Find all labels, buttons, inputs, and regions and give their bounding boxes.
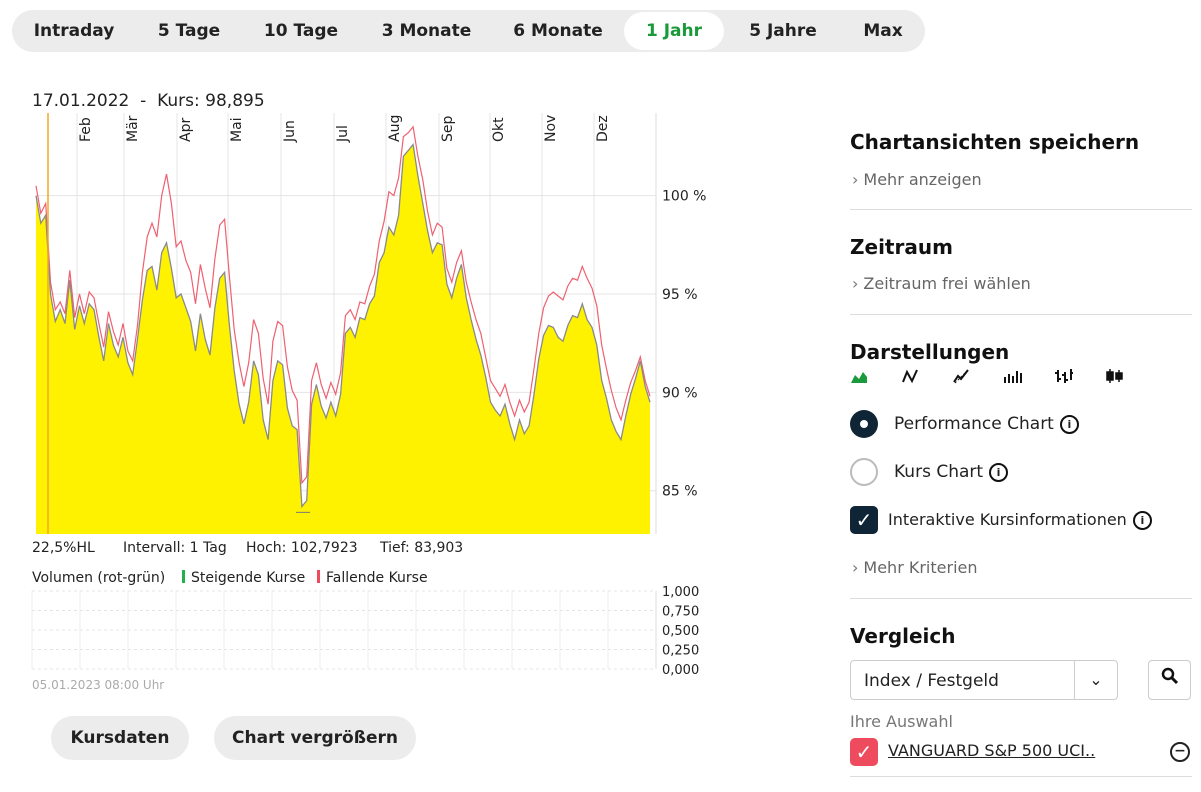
candlestick-icon[interactable] <box>1105 368 1156 388</box>
chevron-right-icon: › <box>852 170 859 189</box>
divider <box>850 776 1192 777</box>
chevron-right-icon: › <box>852 274 859 293</box>
selection-link[interactable]: VANGUARD S&P 500 UCI.. <box>888 741 1096 760</box>
compare-line <box>35 125 651 485</box>
y-tick-label: 85 % <box>662 484 698 500</box>
period-title: Zeitraum <box>850 235 953 259</box>
tab-10-tage[interactable]: 10 Tage <box>263 21 339 41</box>
kurs-chart-radio[interactable] <box>850 458 878 486</box>
compare-select-value: Index / Festgeld <box>864 671 999 691</box>
divider <box>850 314 1192 315</box>
save-views-title: Chartansichten speichern <box>850 130 1140 154</box>
performance-line <box>35 142 651 509</box>
month-label: Feb <box>78 117 94 142</box>
more-criteria-label: Mehr Kriterien <box>863 558 978 577</box>
ohlc-icon[interactable] <box>1054 368 1105 388</box>
header-price: Kurs: 98,895 <box>157 91 265 111</box>
legend-rising: Steigende Kurse <box>182 570 305 586</box>
y-tick-label: 95 % <box>662 287 698 303</box>
chevron-right-icon: › <box>852 558 859 577</box>
legend-falling: Fallende Kurse <box>317 570 428 586</box>
kursdaten-button[interactable]: Kursdaten <box>51 716 189 760</box>
line-chart-icon[interactable] <box>901 368 952 388</box>
kurs-chart-label: Kurs Chart <box>894 462 984 482</box>
search-icon <box>1161 667 1178 685</box>
area-chart-icon[interactable] <box>850 368 901 388</box>
performance-chart-option[interactable]: Performance Chart i <box>894 414 1079 434</box>
period-tabs: Intraday 5 Tage 10 Tage 3 Monate 6 Monate 1 J… <box>12 10 925 52</box>
month-label: Apr <box>178 118 194 142</box>
rising-marker <box>182 570 185 583</box>
search-button[interactable] <box>1148 660 1191 700</box>
stat-interval: Intervall: 1 Tag <box>123 540 227 556</box>
kurs-chart-option[interactable]: Kurs Chart i <box>894 462 1009 482</box>
month-label: Okt <box>491 117 507 142</box>
volume-tick-label: 0,000 <box>662 663 699 678</box>
period-custom-label: Zeitraum frei wählen <box>863 274 1031 293</box>
header-separator: - <box>140 91 147 111</box>
remove-icon[interactable]: − <box>1170 742 1190 762</box>
tab-1-jahr[interactable]: 1 Jahr <box>624 12 724 50</box>
compare-title: Vergleich <box>850 624 956 648</box>
month-label: Nov <box>543 115 559 142</box>
interactive-info-label: Interaktive Kursinformationen <box>888 510 1127 529</box>
month-label: Sep <box>440 116 456 143</box>
month-label: Aug <box>387 115 403 142</box>
save-views-more-link[interactable]: › Mehr anzeigen <box>852 170 982 189</box>
interactive-info-checkbox[interactable]: ✓ <box>850 506 878 534</box>
interactive-info-option[interactable]: Interaktive Kursinformationen i <box>888 510 1152 530</box>
divider <box>850 598 1192 599</box>
chart-header: 17.01.2022 - Kurs: 98,895 <box>32 91 265 111</box>
stat-high: Hoch: 102,7923 <box>246 540 358 556</box>
header-date: 17.01.2022 <box>32 91 130 111</box>
selection-label: Ihre Auswahl <box>850 712 953 731</box>
enlarge-chart-button[interactable]: Chart vergrößern <box>214 716 416 760</box>
month-label: Mär <box>125 115 141 142</box>
info-icon[interactable]: i <box>1132 511 1152 530</box>
month-label: Dez <box>595 115 611 142</box>
compare-select[interactable]: Index / Festgeld ⌄ <box>850 660 1118 700</box>
tab-6-monate[interactable]: 6 Monate <box>513 21 603 41</box>
performance-chart-radio[interactable] <box>850 410 878 438</box>
info-icon[interactable]: i <box>1059 415 1079 434</box>
tab-3-monate[interactable]: 3 Monate <box>381 21 472 41</box>
period-custom-link[interactable]: › Zeitraum frei wählen <box>852 274 1031 293</box>
month-label: Jun <box>282 120 298 143</box>
y-tick-label: 90 % <box>662 385 698 401</box>
volume-tick-label: 1,000 <box>662 585 699 600</box>
legend-rising-label: Steigende Kurse <box>191 570 306 586</box>
more-criteria-link[interactable]: › Mehr Kriterien <box>852 558 978 577</box>
tab-5-jahre[interactable]: 5 Jahre <box>749 21 817 41</box>
y-tick-label: 100 % <box>662 189 706 205</box>
stat-hl: 22,5%HL <box>32 540 95 556</box>
stat-low: Tief: 83,903 <box>380 540 464 556</box>
volume-tick-label: 0,750 <box>662 605 699 620</box>
chevron-down-icon[interactable]: ⌄ <box>1074 661 1117 699</box>
month-label: Jul <box>335 125 351 143</box>
month-label: Mai <box>229 117 245 142</box>
chart-type-icons <box>850 368 1156 388</box>
tab-intraday[interactable]: Intraday <box>33 21 115 41</box>
volume-tick-label: 0,250 <box>662 644 699 659</box>
area-fill <box>36 144 650 534</box>
bar-volume-icon[interactable] <box>1003 368 1054 388</box>
tab-5-tage[interactable]: 5 Tage <box>157 21 221 41</box>
save-views-more-label: Mehr anzeigen <box>863 170 982 189</box>
tab-max[interactable]: Max <box>863 21 903 41</box>
divider <box>850 209 1192 210</box>
falling-marker <box>317 570 320 583</box>
selection-checkbox[interactable]: ✓ <box>850 738 878 766</box>
volume-tick-label: 0,500 <box>662 624 699 639</box>
line-chart-alt-icon[interactable] <box>952 368 1003 388</box>
performance-chart-label: Performance Chart <box>894 414 1054 434</box>
volume-timestamp: 05.01.2023 08:00 Uhr <box>32 678 164 692</box>
performance-chart[interactable]: Feb Mär Apr Mai Jun Jul Aug Sep Okt Nov Dez 100 % 95… <box>0 0 840 700</box>
info-icon[interactable]: i <box>989 463 1009 482</box>
legend-falling-label: Fallende Kurse <box>326 570 428 586</box>
volume-label: Volumen (rot-grün) <box>32 570 166 586</box>
display-title: Darstellungen <box>850 340 1010 364</box>
